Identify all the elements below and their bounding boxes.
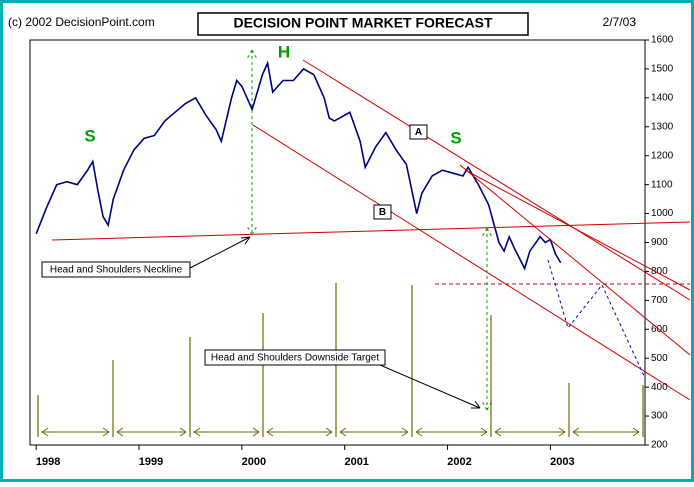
trend-line: [459, 164, 691, 356]
x-tick-label: 1998: [36, 456, 60, 468]
trend-lines: [51, 49, 691, 411]
y-tick-label: 300: [651, 411, 668, 422]
y-tick-label: 900: [651, 237, 668, 248]
shoulder-label: S: [450, 128, 461, 147]
cycle-arrow: [494, 427, 566, 437]
y-tick-label: 700: [651, 295, 668, 306]
trend-line: [464, 169, 691, 291]
x-tick-label: 2002: [447, 456, 471, 468]
trend-line: [252, 124, 691, 401]
cycle-arrow: [415, 427, 488, 437]
cycle-arrow: [193, 427, 260, 437]
y-tick-label: 1600: [651, 35, 674, 46]
callout-box: [204, 349, 386, 366]
y-tick-label: 1300: [651, 121, 674, 132]
date: 2/7/03: [603, 15, 637, 29]
cycle-arrow: [339, 427, 409, 437]
trend-line: [302, 59, 691, 301]
point-label: A: [415, 127, 422, 138]
cycle-arrow: [572, 427, 640, 437]
y-tick-label: 1500: [651, 64, 674, 75]
x-tick-label: 2003: [550, 456, 574, 468]
point-box: [373, 204, 392, 220]
callout-box: [41, 261, 191, 278]
title-box: [197, 12, 529, 36]
callout-arrow: [189, 236, 251, 269]
callout-arrow: [379, 364, 481, 409]
cycle-arrow: [266, 427, 333, 437]
neckline: [51, 221, 691, 241]
y-tick-label: 1200: [651, 150, 674, 161]
point-box: [409, 124, 428, 140]
x-tick-label: 2000: [242, 456, 266, 468]
price-line: [35, 60, 562, 271]
source: (c) 2002 DecisionPoint.com: [8, 15, 155, 29]
y-tick-label: 1100: [651, 179, 673, 190]
x-tick-label: 2001: [344, 456, 368, 468]
pattern-labels: S H S: [84, 42, 461, 147]
x-tick-label: 1999: [139, 456, 163, 468]
measure-arrow: [481, 227, 493, 411]
cycle-arrows: [41, 427, 640, 437]
cycle-arrow: [41, 427, 110, 437]
y-tick-label: 500: [651, 353, 668, 364]
axes: 2003004005006007008009001000110012001300…: [35, 35, 674, 468]
y-tick-label: 400: [651, 382, 668, 393]
series: [35, 60, 562, 271]
y-tick-label: 1000: [651, 208, 674, 219]
cycle-arrow: [116, 427, 187, 437]
y-tick-label: 200: [651, 440, 668, 451]
y-tick-label: 1400: [651, 92, 674, 103]
point-label: B: [379, 207, 386, 218]
plot-area: [29, 39, 646, 446]
y-tick-label: 800: [651, 266, 668, 277]
callout-text: Head and Shoulders Neckline: [50, 265, 183, 276]
head-label: H: [278, 42, 290, 61]
callout-text: Head and Shoulders Downside Target: [211, 353, 379, 364]
shoulder-label: S: [84, 126, 95, 145]
projection: [547, 259, 646, 379]
measure-arrow: [246, 49, 258, 236]
chart-title: DECISION POINT MARKET FORECAST: [233, 15, 492, 31]
